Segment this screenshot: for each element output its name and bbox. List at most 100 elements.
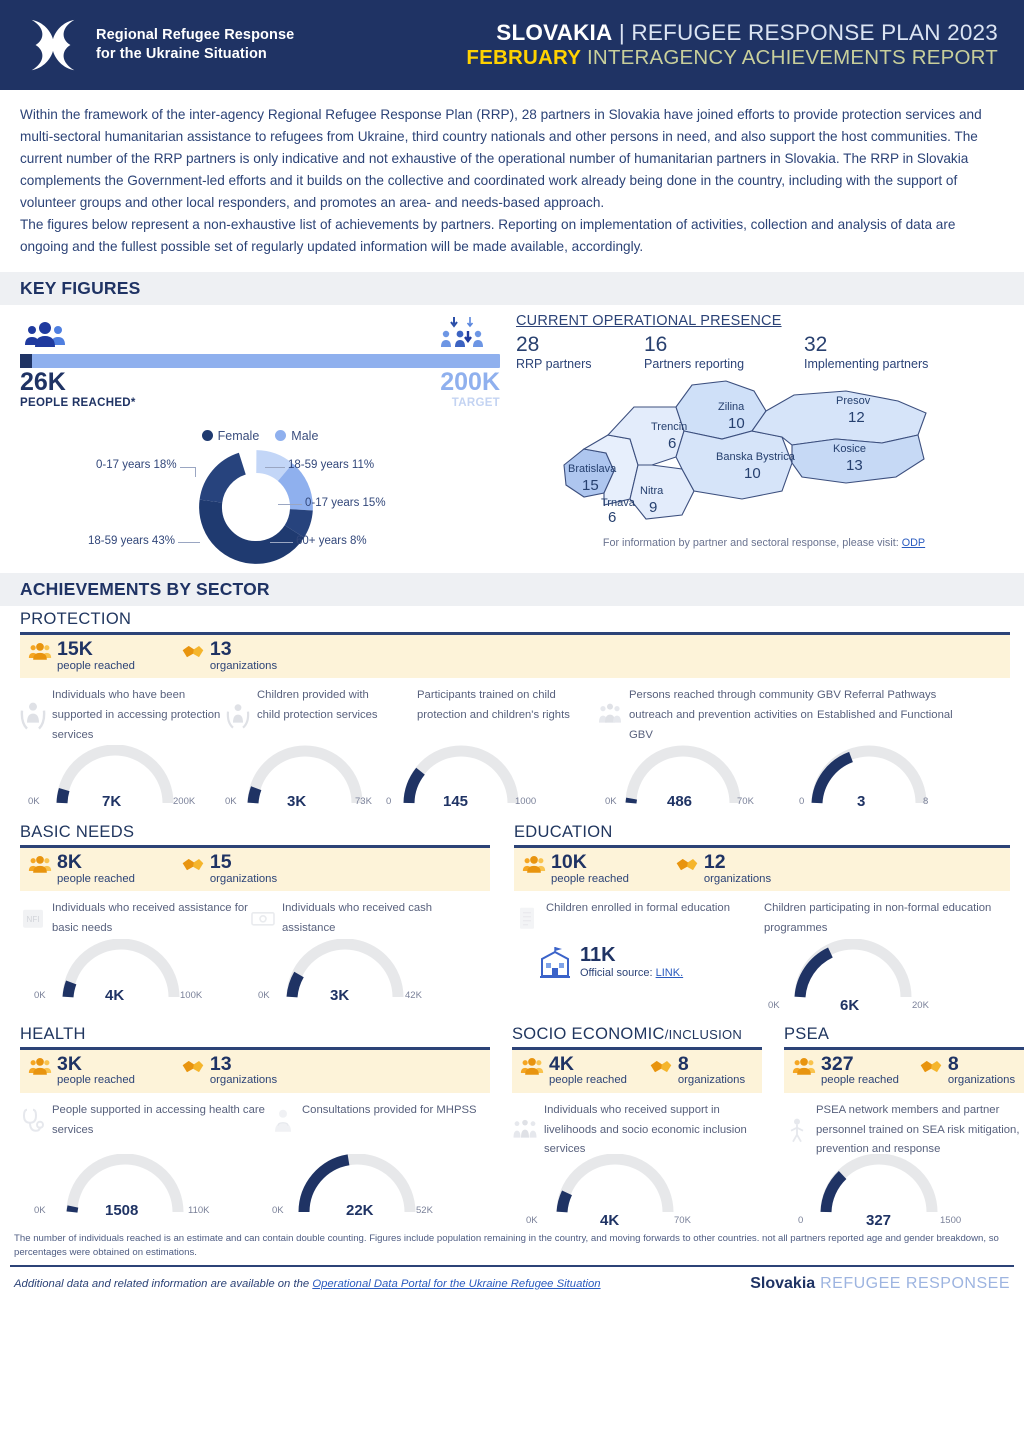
education-indicators: Children enrolled in formal education Ch… xyxy=(514,891,1010,939)
indicator: Children participating in non-formal edu… xyxy=(764,899,1004,939)
donut-label-male-0-17: 0-17 years 15% xyxy=(305,497,386,510)
footer-additional-text: Additional data and related information … xyxy=(14,1277,313,1290)
health-organizations-value: 13 xyxy=(209,1052,232,1075)
footer-divider xyxy=(10,1264,1014,1267)
sector-row-3: HEALTH 3K people reached xyxy=(20,1025,1024,1229)
sector-socio-economic: SOCIO ECONOMIC/INCLUSION 4K people reach… xyxy=(512,1025,762,1229)
sector-basic-needs: BASIC NEEDS 8K people reached xyxy=(20,823,490,1010)
target-label: TARGET xyxy=(451,397,500,410)
stat-partners-reporting-label: Partners reporting xyxy=(644,357,745,372)
logo-line-1: Regional Refugee Response xyxy=(96,27,295,44)
handshake-icon xyxy=(182,646,204,658)
key-figures-section: 26K PEOPLE REACHED* 200K TARGET Female M… xyxy=(0,305,1024,567)
health-gauges: 0K 1508 110K 0K 22K 52K xyxy=(20,1154,490,1220)
gauge-min: 0 xyxy=(799,796,805,808)
nfi-box-icon: NFI xyxy=(23,910,43,929)
gauge-arc xyxy=(403,745,519,804)
socio-economic-summary: 4K people reached 8 organizations xyxy=(512,1049,762,1093)
intro-text: Within the framework of the inter-agency… xyxy=(0,90,1024,264)
indicator: Persons reached through community outrea… xyxy=(597,686,817,745)
donut-label-male-18-59: 18-59 years 11% xyxy=(288,459,375,472)
people-reached-icon xyxy=(520,1057,544,1075)
indicator-text: Persons reached through community outrea… xyxy=(629,689,814,741)
health-people-reached-label: people reached xyxy=(57,1074,135,1087)
psea-organizations-label: organizations xyxy=(947,1074,1016,1087)
gauge-value: 3K xyxy=(287,793,307,811)
stat-implementing-partners-value: 32 xyxy=(804,333,828,357)
map-value-trencin: 6 xyxy=(668,435,677,453)
sector-protection-summary: 15K people reached 13 organizations xyxy=(20,635,1010,679)
official-source-link[interactable]: LINK. xyxy=(655,966,684,979)
stat-implementing-partners-label: Implementing partners xyxy=(804,357,929,372)
stat-rrp-partners: 28 RRP partners xyxy=(516,333,644,371)
sectors-container: PROTECTION 15K people reached xyxy=(0,606,1024,1229)
education-official-value: 11K xyxy=(580,943,616,966)
footer-brand-country: Slovakia xyxy=(750,1274,816,1292)
gauge-arc xyxy=(298,1154,416,1213)
gauge-arc xyxy=(56,745,174,804)
gauge-min: 0K xyxy=(34,989,46,1001)
map-value-trnava: 6 xyxy=(608,509,617,527)
leader-line-4 xyxy=(270,542,293,544)
basic-needs-organizations-label: organizations xyxy=(209,872,278,885)
donut-label-female-18-59: 18-59 years 43% xyxy=(88,535,175,548)
basic-needs-people-reached-value: 8K xyxy=(57,851,82,874)
psea-organizations-value: 8 xyxy=(947,1052,959,1075)
indicator-text: Consultations provided for MHPSS xyxy=(302,1103,477,1116)
gauge-min: 0K xyxy=(28,796,40,808)
legend-label-male: Male xyxy=(291,429,319,444)
key-figures-title: KEY FIGURES xyxy=(20,278,141,299)
education-people-reached-value: 10K xyxy=(551,851,587,874)
legend-swatch-female xyxy=(201,430,213,442)
footer-brand: Slovakia REFUGEE RESPONSEE xyxy=(750,1275,1010,1293)
handshake-icon xyxy=(650,1060,672,1072)
indicator: NFI Individuals who received assistance … xyxy=(20,899,250,939)
report-month: FEBRUARY xyxy=(466,45,582,69)
socio-organizations: 8 organizations xyxy=(649,1054,745,1087)
page-header: Regional Refugee Response for the Ukrain… xyxy=(0,0,1024,90)
indicator-text: Children provided with child protection … xyxy=(257,689,378,721)
stat-rrp-partners-value: 28 xyxy=(516,333,540,357)
socio-economic-indicators: Individuals who received support in live… xyxy=(512,1093,762,1160)
socio-people-reached-label: people reached xyxy=(549,1074,627,1087)
health-people-reached: 3K people reached xyxy=(28,1054,135,1087)
sector-education-rule xyxy=(514,845,1010,849)
handshake-icon xyxy=(182,859,204,871)
indicator-text: Children participating in non-formal edu… xyxy=(764,902,992,935)
sector-psea-title: PSEA xyxy=(784,1024,830,1043)
sector-basic-needs-title: BASIC NEEDS xyxy=(20,823,135,842)
map-value-bratislava: 15 xyxy=(582,477,599,495)
footer-odp-link[interactable]: Operational Data Portal for the Ukraine … xyxy=(312,1277,601,1290)
gauge-arc xyxy=(247,745,363,804)
map-label-trencin: Trencin xyxy=(651,421,688,434)
protection-organizations: 13 organizations xyxy=(181,640,277,672)
people-reached-label: PEOPLE REACHED* xyxy=(20,397,136,410)
indicator: Children provided with child protection … xyxy=(225,686,385,745)
consultation-icon xyxy=(275,1109,291,1132)
gauge-min: 0K xyxy=(605,796,617,808)
indicator: People supported in accessing health car… xyxy=(20,1101,270,1141)
plan-name: | REFUGEE RESPONSE PLAN 2023 xyxy=(612,20,998,46)
target-value: 200K xyxy=(440,368,500,397)
odp-link[interactable]: ODP xyxy=(901,537,926,550)
region-banska-bystrica xyxy=(675,430,793,500)
protection-people-reached-label: people reached xyxy=(57,659,135,672)
progress-icons-row xyxy=(20,313,500,351)
gauge-min: 0K xyxy=(225,796,237,808)
gauge-max: 1500 xyxy=(940,1215,962,1227)
indicator: Consultations provided for MHPSS xyxy=(270,1101,490,1141)
person-icon xyxy=(790,1118,804,1142)
cash-icon xyxy=(251,912,275,926)
odp-note: For information by partner and sectoral … xyxy=(516,537,1012,549)
protection-organizations-value: 13 xyxy=(209,638,232,661)
people-reached-icon xyxy=(792,1057,816,1075)
progress-values: 26K PEOPLE REACHED* 200K TARGET xyxy=(20,368,500,410)
education-values-row: 11K Official source: LINK. 0K 6K xyxy=(514,938,1010,1014)
community-outreach-icon xyxy=(599,703,621,723)
report-title: SLOVAKIA | REFUGEE RESPONSE PLAN 2023 xyxy=(466,20,998,46)
basic-needs-indicators: NFI Individuals who received assistance … xyxy=(20,891,490,939)
target-stat: 200K TARGET xyxy=(440,368,500,410)
stat-implementing-partners: 32 Implementing partners xyxy=(804,333,928,371)
gauge-max: 70K xyxy=(674,1215,691,1227)
odp-note-text: For information by partner and sectoral … xyxy=(602,537,902,550)
